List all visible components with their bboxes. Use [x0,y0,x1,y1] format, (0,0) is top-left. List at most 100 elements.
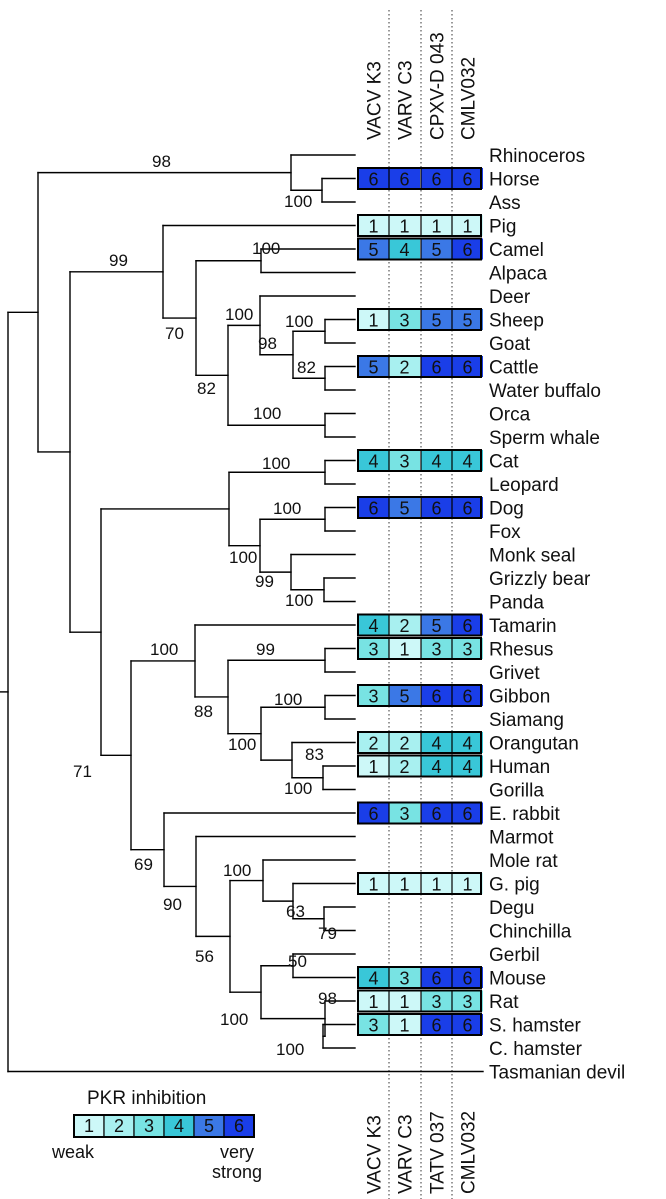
score-row-border [357,989,482,1013]
score-cell [389,873,420,894]
taxon-label-sperm-whale: Sperm whale [489,428,600,449]
score-row-g-pig: 1 1 1 1 [357,872,483,895]
bootstrap-value: 70 [165,324,184,343]
score-value: 3 [431,992,441,1012]
score-cell [358,450,389,471]
bootstrap-value: 69 [134,855,153,874]
score-value: 6 [462,499,472,519]
score-cell [421,497,452,518]
score-value: 6 [462,358,472,378]
score-value: 6 [368,170,378,190]
score-value: 1 [462,875,472,895]
score-cell [421,990,452,1012]
bootstrap-value: 82 [197,379,216,398]
column-header-top-vacv-k3: VACV K3 [365,61,386,140]
column-headers-top: VACV K3 VARV C3 CPXV-D 043 CMLV032 [365,32,480,140]
score-value: 1 [431,875,441,895]
score-cell [452,309,483,330]
score-value: 4 [431,734,441,754]
taxon-label-dog: Dog [489,499,524,520]
score-value: 1 [368,875,378,895]
score-row-border [357,449,482,472]
bootstrap-value: 100 [253,404,281,423]
score-cell [452,238,483,260]
score-value: 2 [399,358,409,378]
score-row-border [357,308,482,331]
bootstrap-value: 79 [318,924,337,943]
taxon-label-alpaca: Alpaca [489,264,548,285]
score-cell [358,732,389,753]
column-header-top-varv-c3: VARV C3 [396,60,417,140]
taxon-label-rat: Rat [489,992,519,1013]
taxon-label-e-rabbit: E. rabbit [489,804,560,825]
bootstrap-value: 98 [152,152,171,171]
score-value: 4 [368,616,378,636]
bootstrap-value: 100 [252,239,280,258]
score-value: 6 [368,499,378,519]
taxon-label-orca: Orca [489,405,531,426]
score-value: 5 [399,499,409,519]
score-value: 6 [462,687,472,707]
score-cell [452,967,483,988]
score-value: 1 [431,217,441,237]
score-cell [421,732,452,753]
score-row-gibbon: 3 5 6 6 [357,684,483,707]
score-cell [389,238,420,260]
bootstrap-value: 99 [256,640,275,659]
score-cell [358,685,389,706]
taxon-label-grivet: Grivet [489,663,540,684]
legend-level-6: 6 [234,1116,244,1136]
score-cell [389,450,420,471]
score-value: 5 [462,311,472,331]
score-value: 1 [399,875,409,895]
score-cell [452,755,483,777]
score-cell [421,685,452,706]
taxon-label-grizzly-bear: Grizzly bear [489,569,591,590]
score-cell [452,215,483,236]
score-cell [421,802,452,824]
score-value: 1 [368,217,378,237]
taxon-label-rhinoceros: Rhinoceros [489,146,585,167]
bootstrap-value: 100 [276,1040,304,1059]
legend-strong-label: strong [212,1162,262,1182]
taxon-label-cattle: Cattle [489,358,539,379]
bootstrap-value: 82 [297,358,316,377]
score-value: 1 [462,217,472,237]
score-cell [421,1014,452,1035]
taxon-label-g-pig: G. pig [489,875,540,896]
score-row-rhesus: 3 1 3 3 [357,637,483,660]
score-value: 5 [431,240,441,260]
score-value: 1 [368,311,378,331]
score-cell [452,497,483,518]
score-cell [452,168,483,189]
column-header-top-cpxv-d-043: CPXV-D 043 [428,32,449,140]
taxon-label-mole-rat: Mole rat [489,851,558,872]
score-cell [358,990,389,1012]
score-row-cattle: 5 2 6 6 [357,355,483,378]
score-value: 3 [368,640,378,660]
taxon-label-s-hamster: S. hamster [489,1016,582,1037]
score-value: 6 [431,170,441,190]
score-cell [358,873,389,894]
score-cell [358,238,389,260]
legend-border [73,1114,255,1138]
score-value: 6 [431,804,441,824]
score-row-border [357,754,482,778]
phylogenetic-tree [0,154,484,1073]
legend-weak-label: weak [51,1142,95,1162]
score-cell [358,802,389,824]
score-value: 6 [462,616,472,636]
score-value: 2 [368,734,378,754]
score-row-border [357,237,482,261]
score-cell [389,967,420,988]
score-row-horse: 6 6 6 6 [357,167,483,190]
score-value: 2 [399,734,409,754]
bootstrap-value: 83 [305,745,324,764]
score-cell [452,802,483,824]
taxon-label-leopard: Leopard [489,475,559,496]
taxon-label-tamarin: Tamarin [489,616,557,637]
score-row-border [357,684,482,707]
taxon-label-sheep: Sheep [489,311,544,332]
score-cell [421,309,452,330]
